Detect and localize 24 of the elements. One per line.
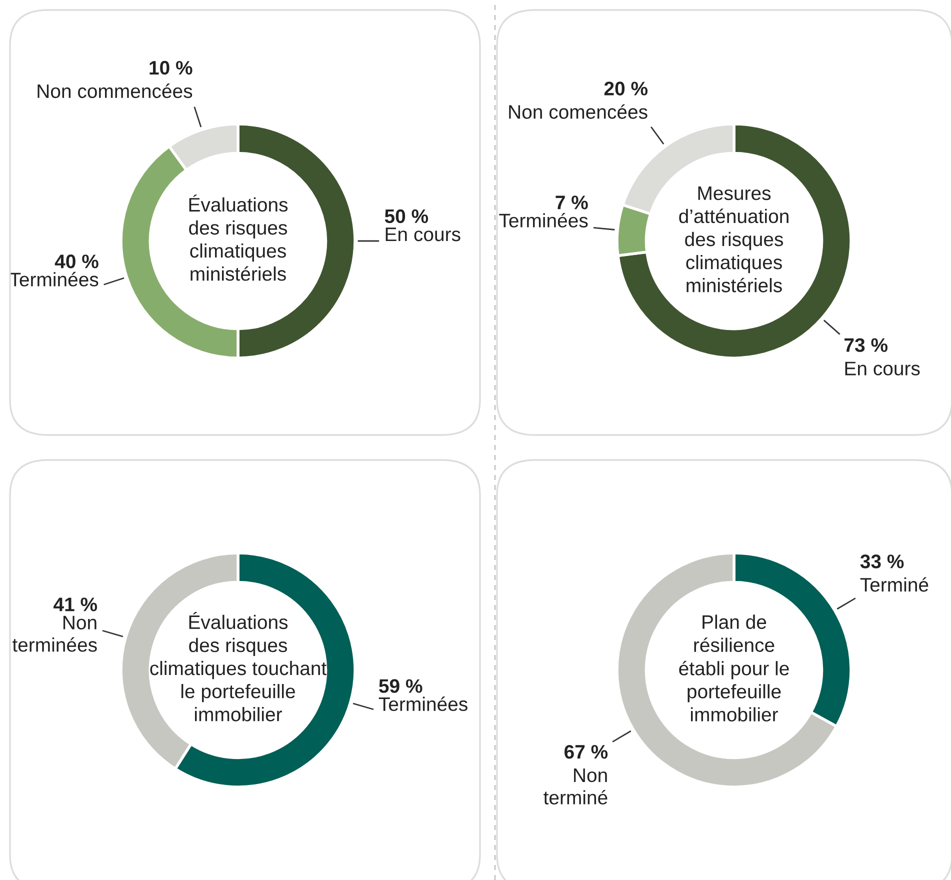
slice-label: Non comencées — [509, 104, 648, 119]
data-label: 41 % — [54, 598, 98, 612]
slice-label: En cours — [845, 362, 920, 376]
data-label: 10 % — [150, 60, 192, 75]
text: Évaluations des risques climatiques touchant le portefeuille immobilier — [150, 612, 326, 722]
data-label: 40 % — [54, 254, 98, 268]
slice-label: Terminé — [860, 577, 928, 592]
data-label: 67 % — [564, 744, 608, 759]
slice-label: En cours — [386, 228, 460, 242]
slice-label: Terminées — [499, 212, 588, 228]
text: Plan de résilience établi pour le portefeuille immobilier — [679, 614, 789, 722]
slice-label: Non terminées — [12, 616, 97, 652]
data-label: 33 % — [860, 554, 904, 568]
data-label: 20 % — [604, 82, 648, 96]
slice-label: Non terminé — [544, 768, 608, 804]
slice-label: Terminées — [10, 272, 98, 286]
slice-label: Terminées — [378, 696, 468, 712]
slice-label: Non commencées — [38, 84, 192, 98]
data-label: 7 % — [556, 196, 588, 210]
text: Évaluations des risques climatiques ministériels — [189, 194, 288, 281]
data-label: 59 % — [379, 679, 422, 693]
data-label: 50 % — [384, 209, 428, 224]
data-label: 73 % — [844, 338, 888, 352]
text: Mesures d’atténuation des risques climatiques ministériels — [679, 186, 788, 292]
